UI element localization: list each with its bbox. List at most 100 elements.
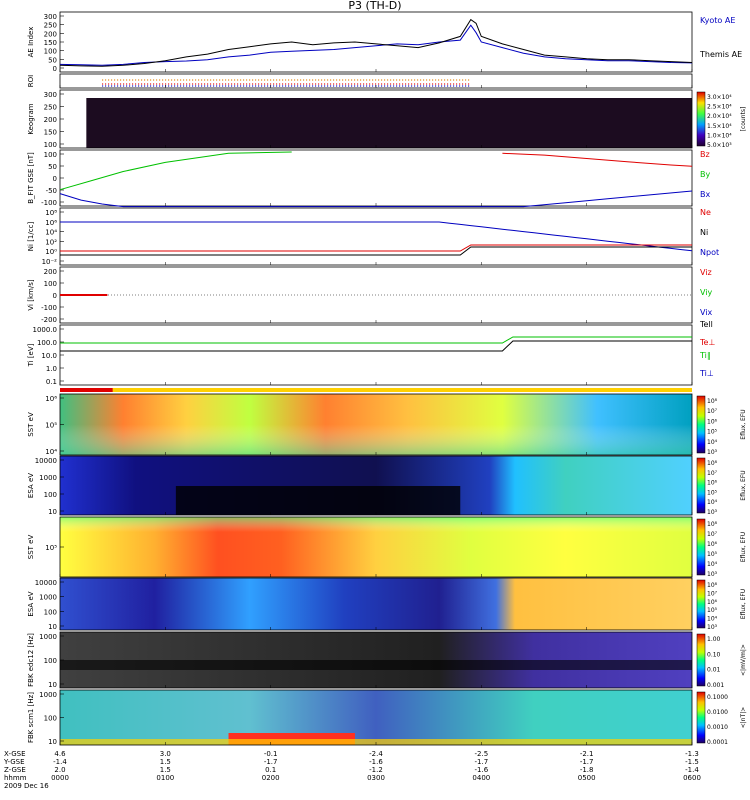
panel-ylabel: B_FIT GSE [nT] (27, 152, 35, 204)
ytick-label: -100 (41, 199, 57, 207)
ytick-label: -200 (41, 316, 57, 324)
colorbar (696, 691, 706, 744)
ephemeris-value: -2.4 (369, 750, 383, 758)
ytick-label: 10⁻² (42, 258, 58, 266)
spectrogram-image (60, 578, 692, 630)
ephemeris-value: 4.6 (54, 750, 66, 758)
colorbar-tick-label: 10⁷ (707, 408, 718, 415)
colorbar-tick-label: 1.5×10⁴ (707, 123, 732, 130)
legend-label: Themis AE (699, 50, 742, 59)
ytick-label: 100 (44, 48, 57, 56)
panel-frame (59, 149, 693, 207)
colorbar (696, 633, 706, 687)
colorbar (696, 457, 706, 514)
colorbar (696, 395, 706, 454)
spectrogram-overlay (60, 517, 692, 577)
colorbar-tick-label: 2.0×10⁴ (707, 113, 732, 120)
colorbar-tick-label: 0.0100 (707, 709, 728, 716)
colorbar-tick-label: 10⁴ (707, 616, 718, 623)
ytick-label: -100 (41, 304, 57, 312)
colorbar-tick-label: 10³ (707, 449, 718, 456)
page-title: P3 (TH-D) (348, 0, 402, 12)
colorbar-tick-label: 3.0×10⁴ (707, 94, 732, 101)
ytick-label: 1000 (39, 474, 57, 482)
ephemeris-value: -1.7 (264, 758, 278, 766)
ephemeris-value: -1.6 (369, 758, 383, 766)
ephemeris-label: hhmm (4, 774, 27, 782)
ephemeris-value: -0.1 (264, 750, 278, 758)
series-line (60, 244, 692, 252)
series-line (60, 246, 692, 256)
ephemeris-value: 1.5 (160, 758, 171, 766)
ephemeris-label: X-GSE (4, 750, 26, 758)
ytick-label: 100 (44, 657, 57, 665)
colorbar-label: [counts] (740, 107, 747, 132)
panel-frame (59, 207, 693, 266)
colorbar-tick-label: 10⁶ (707, 418, 718, 425)
ephemeris-value: 0400 (472, 774, 490, 782)
ephemeris-value: -1.7 (580, 758, 594, 766)
legend-label: Viy (700, 288, 713, 297)
ytick-label: 100 (44, 280, 57, 288)
colorbar-tick-label: 0.1000 (707, 694, 728, 701)
legend-label: Npot (700, 248, 719, 257)
panel-ylabel: AE Index (27, 27, 35, 58)
panel-ylabel: SST eV (27, 412, 35, 437)
ytick-label: -50 (46, 187, 57, 195)
mode-bar-segment (60, 388, 113, 392)
ytick-label: 150 (44, 39, 57, 47)
legend-label: By (700, 170, 710, 179)
panel-ylabel: Ni [1/cc] (27, 222, 35, 252)
panel-ylabel: FBK scm1 [Hz] (27, 692, 35, 743)
colorbar-tick-label: 10⁷ (707, 470, 718, 477)
ephemeris-value: 1.5 (160, 766, 171, 774)
ytick-label: 10² (45, 238, 57, 246)
colorbar-label: <|nT|> (740, 707, 747, 729)
colorbar-tick-label: 10⁵ (707, 429, 718, 436)
ephemeris-value: -1.8 (580, 766, 594, 774)
colorbar-tick-label: 10⁶ (707, 541, 718, 548)
colorbar (696, 518, 706, 576)
series-line (59, 24, 693, 66)
ytick-label: 10⁵ (45, 544, 57, 552)
colorbar (696, 91, 706, 147)
panel-ylabel: ESA eV (27, 591, 35, 616)
ytick-label: 300 (44, 91, 57, 99)
colorbar-label: Eflux, EFU (740, 409, 747, 439)
ytick-label: 50 (48, 56, 57, 64)
legend-label: Kyoto AE (700, 16, 735, 25)
ytick-label: 50 (48, 163, 57, 171)
spectrogram-image (60, 690, 692, 745)
legend-label: Bz (700, 150, 710, 159)
colorbar-tick-label: 10³ (707, 624, 718, 631)
ytick-label: 10⁴ (45, 229, 57, 237)
colorbar-tick-label: 10⁸ (707, 398, 718, 405)
ytick-label: 100 (44, 141, 57, 149)
panel-ylabel: Vi [km/s] (27, 279, 35, 310)
colorbar-tick-label: 0.01 (707, 667, 721, 674)
legend-label: Ni (700, 228, 708, 237)
colorbar-tick-label: 10⁵ (707, 551, 718, 558)
colorbar-label: Eflux, EFU (740, 532, 747, 562)
ephemeris-value: -1.6 (474, 766, 488, 774)
series-line (60, 221, 693, 252)
legend-label: Te⊥ (699, 338, 715, 347)
panel-ylabel: FBK edc12 [Hz] (27, 633, 35, 687)
ytick-label: 200 (44, 116, 57, 124)
panel-ylabel: ESA eV (27, 473, 35, 498)
colorbar-tick-label: 0.001 (707, 682, 724, 689)
panel-ylabel: Keogram (27, 103, 35, 134)
ytick-label: 10⁸ (45, 209, 57, 217)
colorbar-tick-label: 2.5×10⁴ (707, 104, 732, 111)
ytick-label: 0 (53, 65, 57, 73)
ytick-label: 1.0 (46, 365, 57, 373)
mode-bar (60, 388, 692, 392)
legend-label: Ne (700, 208, 711, 217)
colorbar-label: Eflux, EFU (740, 589, 747, 619)
ephemeris-value: -2.1 (580, 750, 594, 758)
ytick-label: 10 (48, 738, 57, 746)
series-line (59, 18, 693, 67)
colorbar-tick-label: 10³ (707, 509, 718, 516)
legend-label: Vix (700, 308, 713, 317)
